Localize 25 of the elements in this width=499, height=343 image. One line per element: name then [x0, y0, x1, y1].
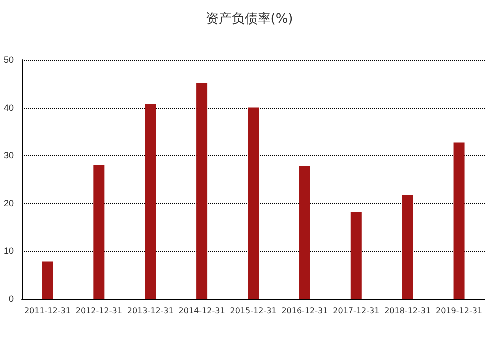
bar	[454, 142, 465, 299]
y-tick-label: 40	[4, 102, 14, 113]
bar	[350, 212, 362, 299]
x-tick-label: 2019-12-31	[436, 306, 483, 316]
x-tick-label: 2018-12-31	[384, 306, 432, 316]
bar	[145, 104, 156, 299]
chart-title: 资产负债率(%)	[206, 11, 294, 27]
bar	[94, 165, 105, 299]
x-tick-label: 2015-12-31	[230, 306, 277, 316]
x-tick-label: 2011-12-31	[24, 306, 71, 316]
y-tick-label: 0	[8, 294, 14, 304]
bar	[42, 262, 54, 299]
bar	[196, 83, 208, 299]
x-tick-label: 2012-12-31	[76, 306, 122, 316]
x-tick-label: 2017-12-31	[333, 306, 380, 316]
y-tick-label: 20	[4, 198, 14, 208]
y-tick-label: 50	[4, 55, 14, 65]
x-tick-label: 2014-12-31	[178, 306, 226, 316]
x-tick-label: 2013-12-31	[127, 306, 174, 316]
bar	[299, 166, 310, 299]
bar	[402, 195, 414, 299]
y-tick-label: 30	[4, 150, 14, 161]
y-tick-label: 10	[4, 246, 14, 256]
bar	[248, 108, 259, 299]
x-tick-label: 2016-12-31	[282, 306, 328, 316]
